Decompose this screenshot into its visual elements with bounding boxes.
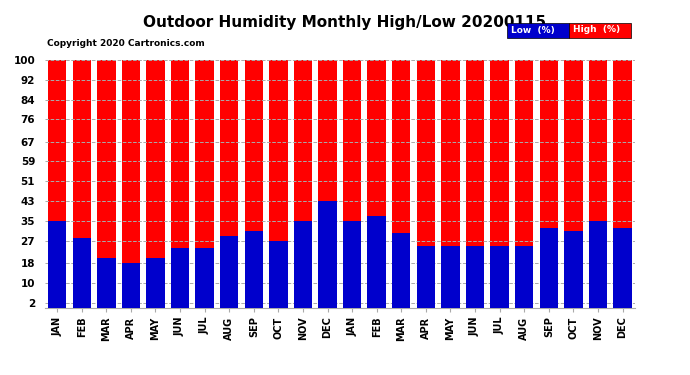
Bar	[146, 60, 165, 308]
Bar	[146, 258, 165, 308]
Bar	[491, 246, 509, 308]
Bar	[540, 60, 558, 308]
Text: Low  (%): Low (%)	[511, 26, 554, 34]
Bar	[121, 263, 140, 308]
Bar	[368, 60, 386, 308]
Bar	[466, 246, 484, 308]
Bar	[589, 60, 607, 308]
Bar	[515, 246, 533, 308]
Bar	[613, 60, 632, 308]
Bar	[48, 221, 66, 308]
Bar	[441, 246, 460, 308]
Text: High  (%): High (%)	[573, 26, 620, 34]
Bar	[171, 248, 189, 308]
Bar	[195, 248, 214, 308]
Bar	[244, 60, 263, 308]
Bar	[613, 228, 632, 308]
Bar	[589, 221, 607, 308]
Bar	[318, 201, 337, 308]
Bar	[441, 60, 460, 308]
Bar	[220, 60, 239, 308]
Bar	[466, 60, 484, 308]
Bar	[564, 60, 582, 308]
Bar	[171, 60, 189, 308]
Bar	[72, 60, 91, 308]
Bar	[195, 60, 214, 308]
Bar	[269, 60, 288, 308]
Bar	[343, 221, 362, 308]
Bar	[294, 60, 312, 308]
Text: Outdoor Humidity Monthly High/Low 20200115: Outdoor Humidity Monthly High/Low 202001…	[144, 15, 546, 30]
Bar	[72, 238, 91, 308]
Bar	[97, 60, 115, 308]
Bar	[368, 216, 386, 308]
Bar	[220, 236, 239, 308]
Bar	[318, 60, 337, 308]
Text: Copyright 2020 Cartronics.com: Copyright 2020 Cartronics.com	[47, 39, 205, 48]
Bar	[564, 231, 582, 308]
Bar	[294, 221, 312, 308]
Bar	[392, 60, 411, 308]
Bar	[244, 231, 263, 308]
Bar	[515, 60, 533, 308]
Bar	[97, 258, 115, 308]
Bar	[417, 60, 435, 308]
Bar	[121, 60, 140, 308]
Bar	[491, 60, 509, 308]
Bar	[540, 228, 558, 308]
Bar	[269, 241, 288, 308]
Bar	[392, 233, 411, 308]
Bar	[343, 60, 362, 308]
Bar	[417, 246, 435, 308]
Bar	[48, 60, 66, 308]
